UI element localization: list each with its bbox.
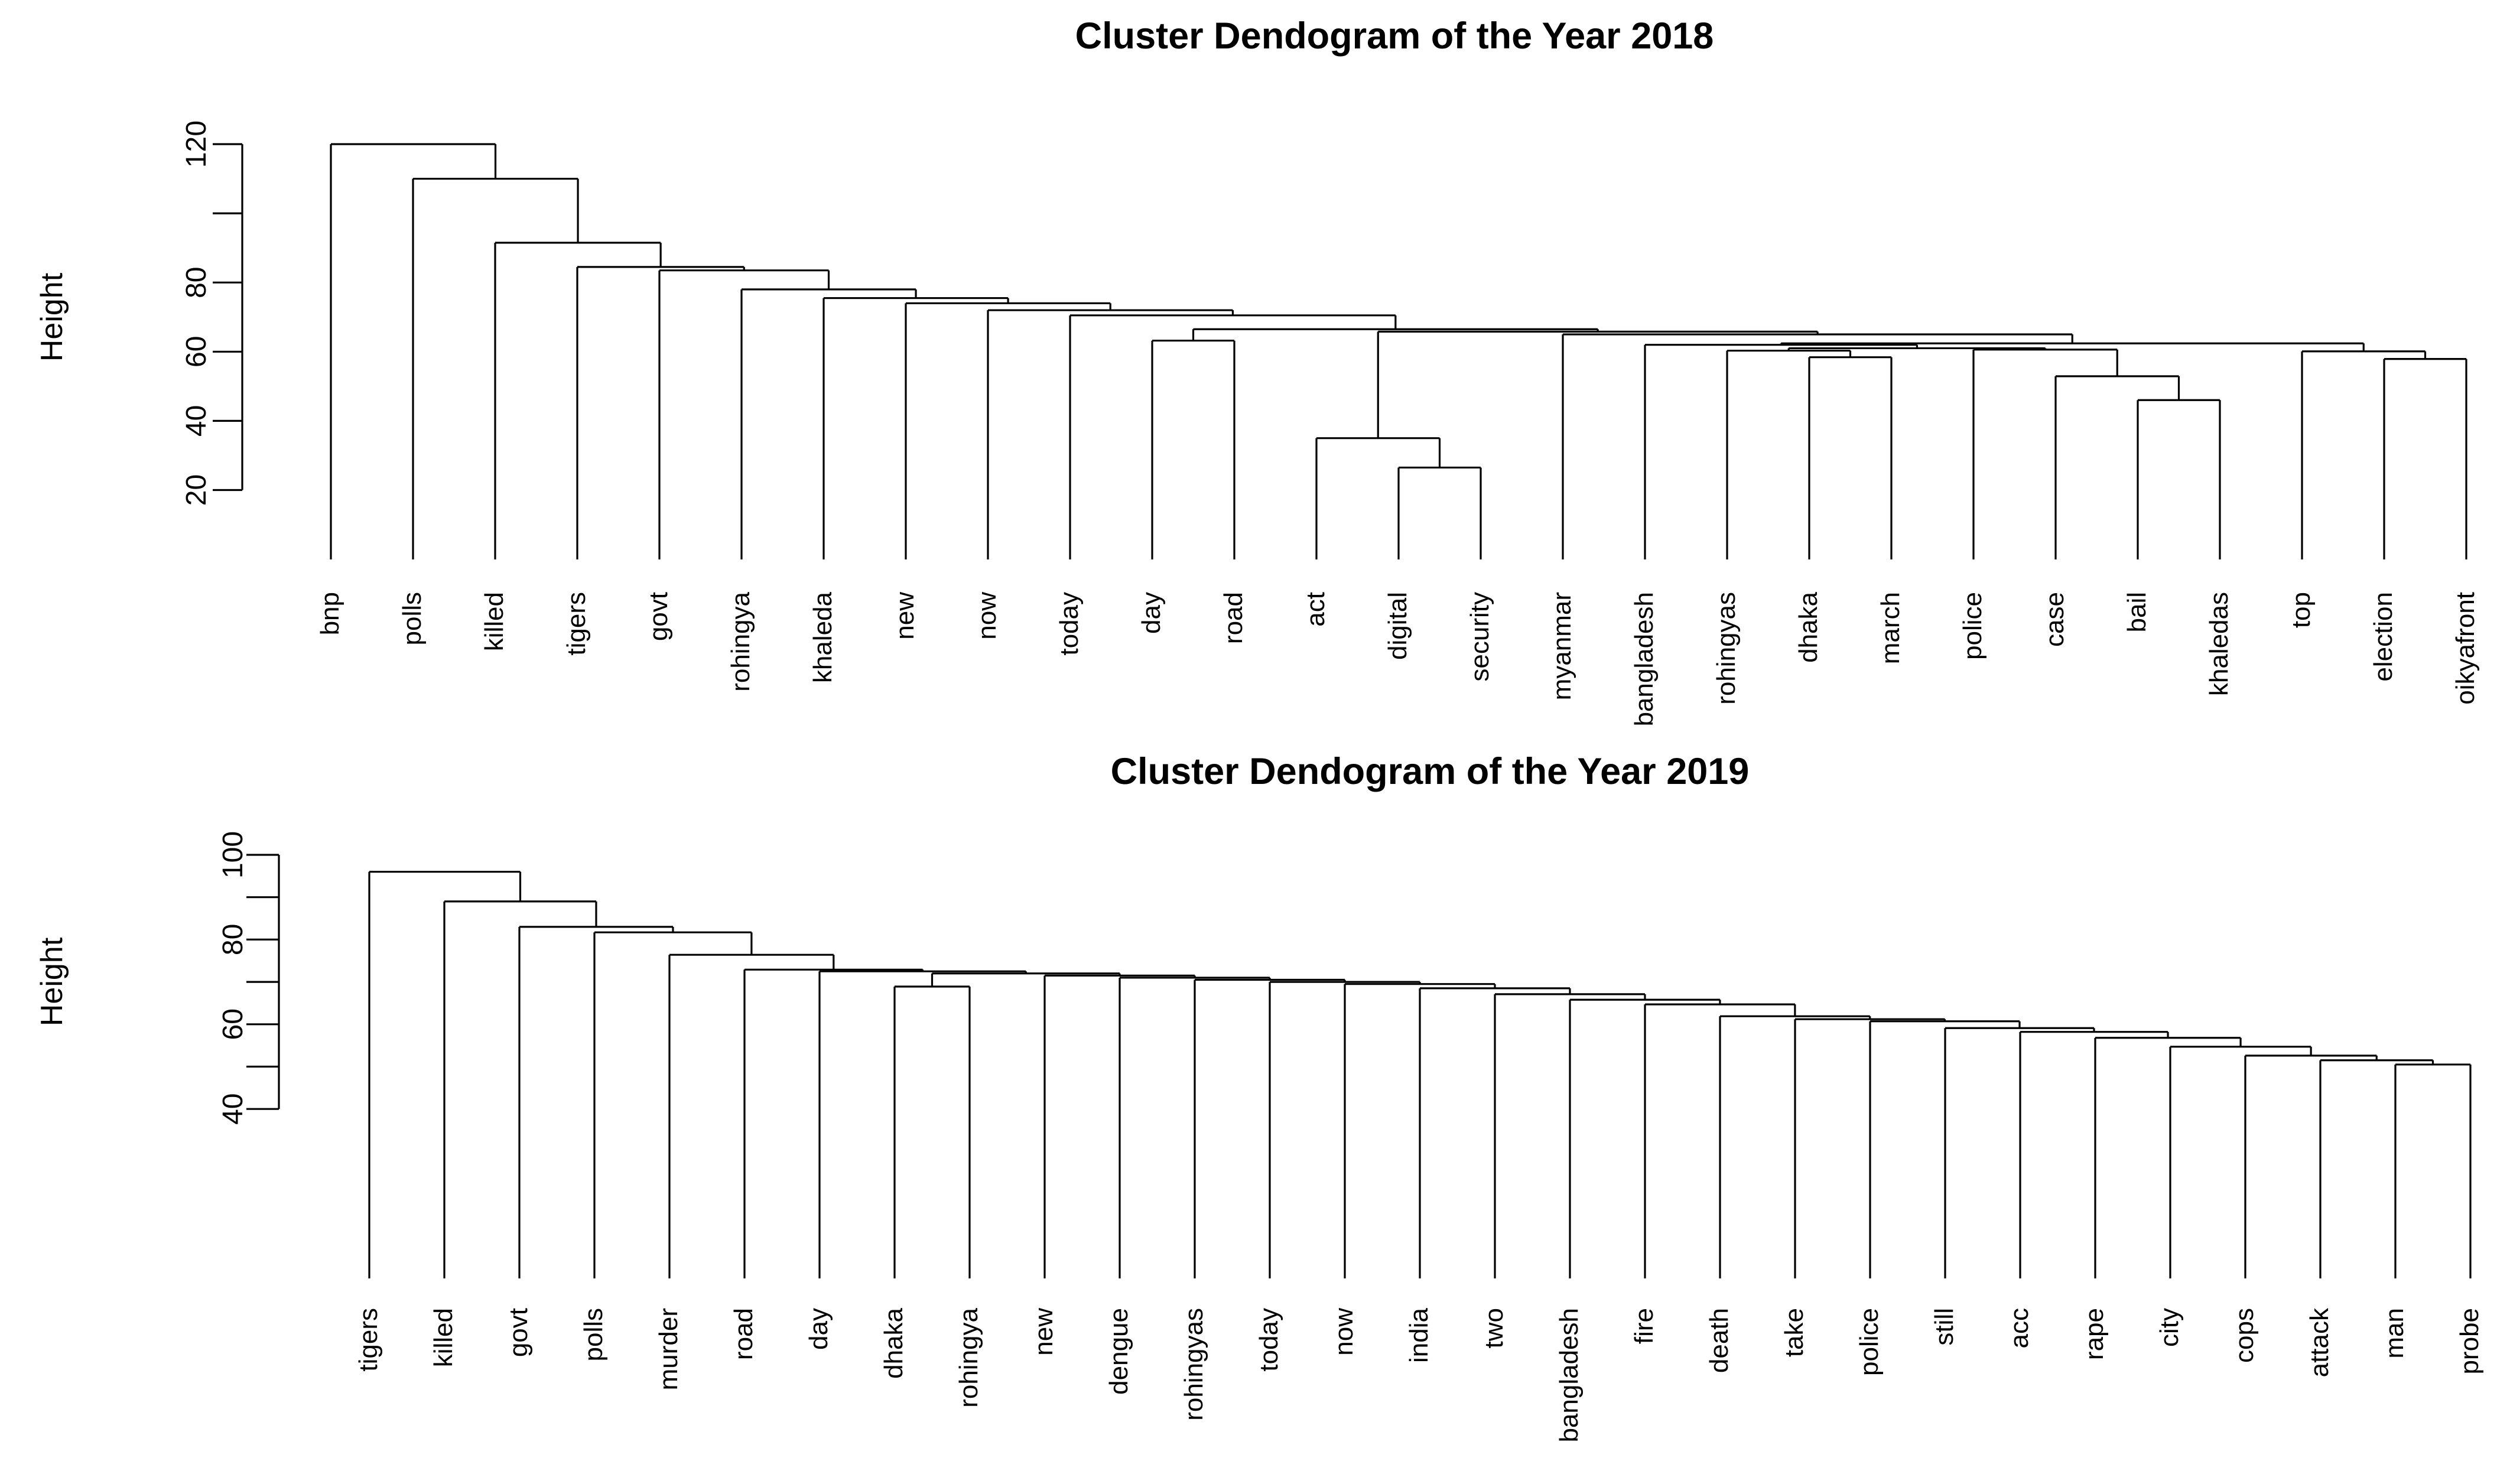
leaf-label: myanmar: [1547, 592, 1576, 700]
leaf-label: rohingya: [726, 591, 755, 691]
leaf-label: polls: [579, 1308, 608, 1362]
leaf-label: still: [1930, 1308, 1959, 1346]
leaf-label: tigers: [562, 592, 591, 656]
leaf-label: rohingya: [954, 1307, 983, 1407]
leaf-label: bangladesh: [1555, 1308, 1584, 1443]
y-tick-label: 120: [181, 121, 212, 168]
leaf-label: two: [1480, 1308, 1508, 1348]
leaf-label: govt: [504, 1308, 533, 1357]
leaf-label: road: [729, 1308, 758, 1360]
leaf-label: bnp: [316, 592, 344, 635]
leaf-label: today: [1254, 1308, 1283, 1372]
leaf-label: bail: [2122, 592, 2151, 633]
leaf-label: tigers: [354, 1308, 383, 1372]
leaf-label: attack: [2305, 1307, 2334, 1377]
leaf-label: killed: [429, 1308, 458, 1367]
leaf-label: india: [1404, 1307, 1433, 1362]
chart-title-2018: Cluster Dendogram of the Year 2018: [1075, 15, 1714, 57]
leaf-label: day: [804, 1308, 833, 1350]
y-axis-label-2019: Height: [35, 937, 69, 1026]
y-tick-label: 100: [217, 831, 249, 878]
y-tick-label: 40: [217, 1094, 249, 1125]
leaf-label: rape: [2080, 1308, 2109, 1360]
leaf-label: new: [1029, 1308, 1058, 1356]
y-axis-label-2018: Height: [35, 272, 69, 362]
leaf-label: govt: [644, 592, 673, 641]
leaf-label: acc: [2005, 1308, 2034, 1348]
leaf-label: police: [1958, 592, 1987, 660]
leaf-label: march: [1876, 592, 1905, 664]
leaf-label: act: [1301, 592, 1330, 627]
dendrogram-2019: 40 60 80 100 tigers killed govt polls murder road…: [217, 831, 2484, 1443]
leaf-label: now: [1329, 1308, 1358, 1356]
leaf-label: man: [2380, 1308, 2409, 1359]
leaf-label: road: [1219, 592, 1248, 644]
leaf-label: dengue: [1104, 1308, 1133, 1395]
leaf-label: police: [1855, 1308, 1884, 1376]
leaf-label: death: [1705, 1308, 1734, 1373]
leaf-label: fire: [1630, 1308, 1659, 1344]
leaf-label: case: [2040, 592, 2069, 647]
leaf-label: security: [1465, 592, 1494, 682]
leaf-label: khaledas: [2205, 592, 2233, 696]
leaf-label: bangladesh: [1630, 592, 1659, 727]
leaf-label: rohingyas: [1179, 1308, 1208, 1421]
leaf-label: top: [2287, 592, 2316, 628]
leaf-label: cops: [2230, 1308, 2259, 1363]
chart-title-2019: Cluster Dendogram of the Year 2019: [1111, 751, 1750, 792]
leaf-label: today: [1055, 592, 1084, 656]
y-tick-label: 80: [217, 924, 249, 955]
leaf-label: now: [973, 592, 1002, 640]
leaf-label: polls: [398, 592, 427, 646]
dendrogram-2018: 20 40 60 80 120 bnp polls killed tigers govt rohin…: [181, 121, 2480, 727]
leaf-label: probe: [2455, 1308, 2484, 1375]
leaf-label: new: [890, 592, 919, 640]
leaf-label: day: [1137, 592, 1166, 634]
y-tick-label: 40: [181, 405, 212, 437]
leaf-label: killed: [480, 592, 509, 651]
leaf-label: city: [2155, 1308, 2184, 1347]
leaf-label: digital: [1383, 592, 1412, 660]
y-tick-label: 60: [217, 1008, 249, 1040]
y-tick-label: 60: [181, 336, 212, 367]
leaf-label: oikyafront: [2451, 592, 2480, 705]
leaf-label: take: [1780, 1308, 1809, 1357]
leaf-label: dhaka: [1794, 591, 1823, 662]
leaf-label: rohingyas: [1712, 592, 1741, 705]
leaf-label: khaleda: [808, 591, 837, 683]
leaf-label: murder: [654, 1308, 683, 1390]
y-tick-label: 20: [181, 474, 212, 506]
leaf-label: election: [2369, 592, 2398, 682]
y-tick-label: 80: [181, 267, 212, 298]
leaf-label: dhaka: [879, 1307, 908, 1378]
